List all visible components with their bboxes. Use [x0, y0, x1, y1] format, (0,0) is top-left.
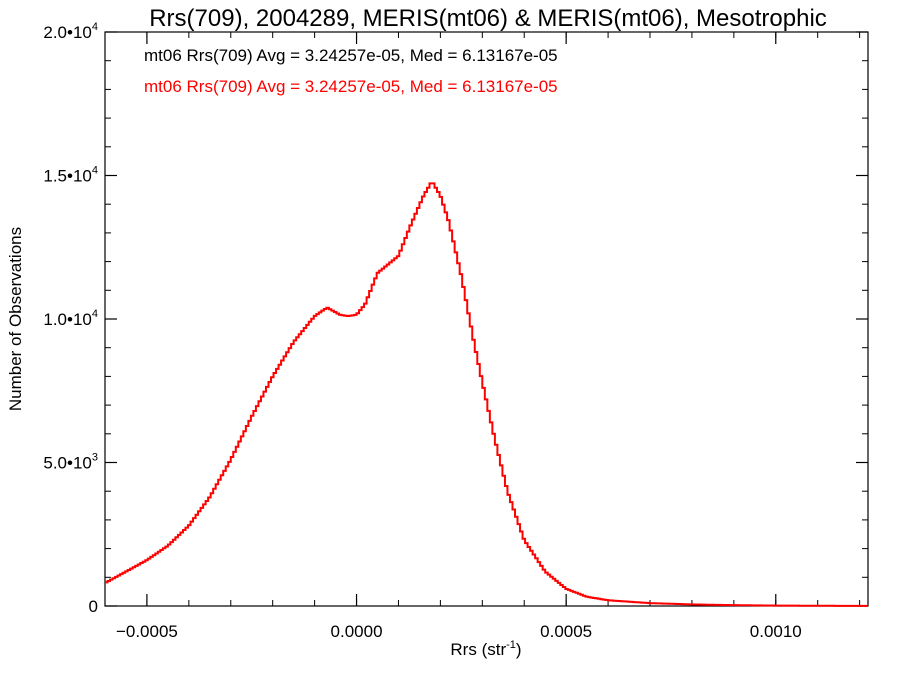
legend-entry-black: mt06 Rrs(709) Avg = 3.24257e-05, Med = 6…: [144, 46, 558, 65]
y-tick-exponent: 4: [92, 165, 98, 177]
x-tick-label: 0.0010: [750, 622, 802, 641]
x-axis-label: Rrs (str-1): [450, 639, 521, 659]
y-tick-label: 1.0•104: [43, 308, 98, 329]
y-tick-mantissa: 5.0•10: [43, 454, 92, 473]
x-tick-labels: −0.0005 0.0000 0.0005 0.0010: [116, 622, 802, 641]
y-axis-label: Number of Observations: [6, 227, 25, 411]
y-tick-exponent: 4: [92, 21, 98, 33]
y-tick-label: 1.5•104: [43, 165, 98, 186]
y-tick-mantissa: 2.0•10: [43, 23, 92, 42]
plot-frame: [104, 31, 869, 607]
x-axis-label-tail: ): [516, 640, 522, 659]
series-layer: [105, 182, 868, 607]
x-axis-label-base: Rrs (str: [450, 640, 506, 659]
legend-entry-red: mt06 Rrs(709) Avg = 3.24257e-05, Med = 6…: [144, 77, 558, 96]
x-tick-label: 0.0000: [331, 622, 383, 641]
axis-ticks: [104, 31, 868, 607]
y-tick-label: 0: [89, 597, 98, 616]
y-tick-mantissa: 1.0•10: [43, 310, 92, 329]
x-axis-label-superscript: -1: [506, 639, 516, 651]
y-tick-exponent: 3: [92, 452, 98, 464]
y-tick-label: 2.0•104: [43, 21, 98, 42]
y-tick-mantissa: 1.5•10: [43, 167, 92, 186]
histogram-series-line: [105, 182, 868, 607]
y-tick-mantissa: 0: [89, 597, 98, 616]
chart-title: Rrs(709), 2004289, MERIS(mt06) & MERIS(m…: [149, 5, 827, 32]
y-tick-exponent: 4: [92, 308, 98, 320]
x-tick-label: 0.0005: [540, 622, 592, 641]
x-tick-label: −0.0005: [116, 622, 178, 641]
y-tick-label: 5.0•103: [43, 452, 98, 473]
